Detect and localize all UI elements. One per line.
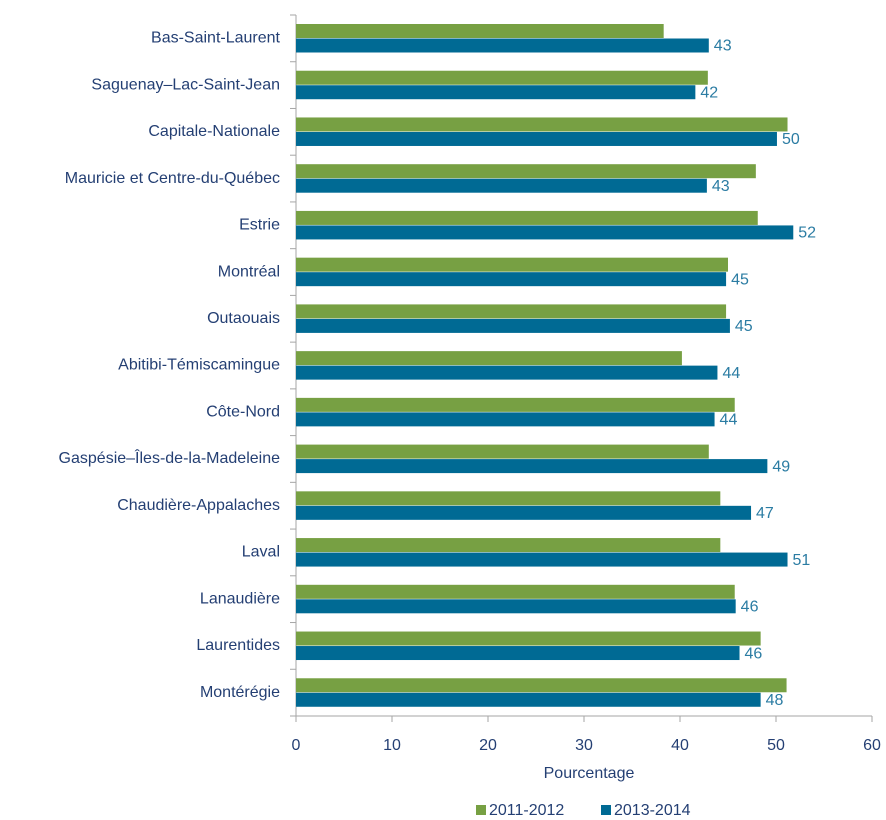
bar bbox=[296, 646, 740, 661]
bar bbox=[296, 599, 736, 614]
bar bbox=[296, 538, 721, 553]
y-tick-label: Laurentides bbox=[196, 637, 280, 654]
y-tick-label: Gaspésie–Îles-de-la-Madeleine bbox=[59, 448, 281, 467]
y-tick-label: Estrie bbox=[239, 217, 280, 234]
bar bbox=[296, 304, 727, 319]
bar bbox=[296, 631, 761, 646]
y-tick-label: Laval bbox=[242, 544, 280, 561]
x-tick-label: 0 bbox=[292, 737, 301, 754]
bar bbox=[296, 444, 709, 459]
data-label: 51 bbox=[793, 552, 811, 569]
bar bbox=[296, 178, 707, 193]
data-label: 43 bbox=[714, 38, 732, 55]
bar bbox=[296, 257, 728, 272]
bar bbox=[296, 397, 735, 412]
bar bbox=[296, 131, 777, 146]
bar bbox=[296, 678, 787, 693]
data-label: 48 bbox=[766, 692, 784, 709]
x-tick-label: 20 bbox=[479, 737, 497, 754]
data-label: 52 bbox=[798, 225, 816, 242]
y-tick-label: Capitale-Nationale bbox=[148, 123, 280, 140]
x-tick-label: 60 bbox=[863, 737, 881, 754]
bar bbox=[296, 24, 664, 38]
y-tick-label: Chaudière-Appalaches bbox=[117, 497, 280, 514]
y-tick-label: Abitibi-Témiscamingue bbox=[118, 357, 280, 374]
y-tick-label: Saguenay–Lac-Saint-Jean bbox=[91, 76, 280, 93]
bar bbox=[296, 210, 758, 225]
bar bbox=[296, 584, 735, 599]
bar bbox=[296, 272, 727, 287]
x-tick-label: 10 bbox=[383, 737, 401, 754]
legend-label: 2013-2014 bbox=[614, 802, 691, 819]
data-label: 44 bbox=[720, 412, 738, 429]
data-label: 42 bbox=[700, 84, 718, 101]
bar bbox=[296, 164, 756, 179]
data-label: 45 bbox=[735, 318, 753, 335]
y-tick-label: Montérégie bbox=[200, 684, 280, 701]
bar bbox=[296, 552, 788, 567]
y-tick-label: Mauricie et Centre-du-Québec bbox=[65, 170, 280, 187]
bar bbox=[296, 85, 696, 100]
bar bbox=[296, 412, 715, 427]
legend-swatch bbox=[476, 805, 486, 815]
y-tick-label: Lanaudière bbox=[200, 590, 280, 607]
bar bbox=[296, 365, 718, 380]
bar bbox=[296, 351, 682, 366]
bar bbox=[296, 225, 794, 240]
data-label: 46 bbox=[741, 599, 759, 616]
data-label: 47 bbox=[756, 505, 774, 522]
bar bbox=[296, 38, 709, 53]
legend-swatch bbox=[601, 805, 611, 815]
bar bbox=[296, 491, 721, 506]
y-tick-label: Bas-Saint-Laurent bbox=[151, 30, 281, 47]
x-tick-label: 40 bbox=[671, 737, 689, 754]
bar bbox=[296, 70, 708, 85]
bar bbox=[296, 692, 761, 707]
data-label: 50 bbox=[782, 131, 800, 148]
data-label: 45 bbox=[731, 271, 749, 288]
bar bbox=[296, 505, 752, 520]
data-label: 43 bbox=[712, 178, 730, 195]
legend-label: 2011-2012 bbox=[489, 802, 564, 819]
data-label: 46 bbox=[745, 645, 763, 662]
x-axis-label: Pourcentage bbox=[544, 765, 635, 782]
x-tick-label: 30 bbox=[575, 737, 593, 754]
data-label: 44 bbox=[722, 365, 740, 382]
bar bbox=[296, 318, 730, 333]
y-tick-label: Outaouais bbox=[207, 310, 280, 327]
x-tick-label: 50 bbox=[767, 737, 785, 754]
bar bbox=[296, 459, 768, 474]
y-tick-label: Côte-Nord bbox=[206, 403, 280, 420]
data-label: 49 bbox=[772, 458, 790, 475]
y-tick-label: Montréal bbox=[218, 263, 280, 280]
bar bbox=[296, 117, 788, 132]
